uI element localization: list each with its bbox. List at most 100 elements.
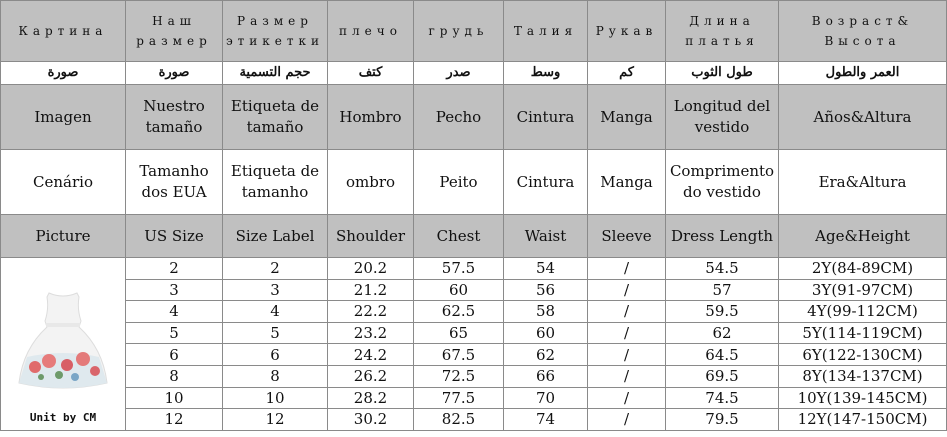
table-cell: 20.2 (327, 257, 414, 280)
table-cell: / (587, 257, 666, 280)
header-cell: صورة (0, 61, 126, 85)
table-cell: 6 (222, 343, 328, 366)
table-cell: / (587, 364, 666, 388)
header-cell: Chest (413, 214, 504, 258)
table-cell: 59.5 (665, 300, 779, 323)
header-cell: Waist (503, 214, 588, 258)
table-row: 3 3 21.2 60 56/57 3Y(91-97CM) (1, 278, 947, 302)
table-cell: 22.2 (327, 300, 414, 323)
table-cell: 5 (222, 321, 328, 345)
table-cell: 6 (125, 343, 223, 366)
table-cell: 57.5 (413, 257, 504, 280)
header-row-ru: Картина Наш размер Размер этикетки плечо гру… (0, 0, 947, 62)
header-cell: Shoulder (327, 214, 414, 258)
table-cell: 28.2 (327, 386, 414, 410)
table-row: 4 4 22.2 62.5 58/59.5 4Y(99-112CM) (1, 300, 947, 323)
product-picture-cell: Unit by CM (0, 257, 126, 431)
header-cell: Age&Height (778, 214, 947, 258)
header-cell: طول الثوب (665, 61, 779, 85)
table-cell: 6Y(122-130CM) (778, 343, 947, 366)
header-cell: Hombro (327, 84, 414, 150)
table-cell: 8 (222, 364, 328, 388)
header-cell: صورة (125, 61, 223, 85)
table-cell: / (587, 343, 666, 366)
table-cell: 3 (222, 278, 328, 302)
header-cell: Size Label (222, 214, 328, 258)
header-row-ar: صورة صورة حجم التسمية كتف صدر وسط كم طول الثوب ا… (0, 61, 947, 85)
table-cell: 2 (222, 257, 328, 280)
table-cell: 62.5 (413, 300, 504, 323)
header-cell: Longitud del vestido (665, 84, 779, 150)
table-cell: 58 (503, 300, 588, 323)
header-cell: Picture (0, 214, 126, 258)
table-cell: 74 (503, 408, 588, 431)
table-cell: 54.5 (665, 257, 779, 280)
header-cell: US Size (125, 214, 223, 258)
table-cell: 21.2 (327, 278, 414, 302)
table-cell: 62 (503, 343, 588, 366)
table-cell: 54 (503, 257, 588, 280)
table-cell: 23.2 (327, 321, 414, 345)
table-cell: 65 (413, 321, 504, 345)
header-cell: Peito (413, 149, 504, 215)
table-cell: 10 (125, 386, 223, 410)
header-cell: Наш размер (125, 0, 223, 62)
header-cell: Cenário (0, 149, 126, 215)
header-cell: كتف (327, 61, 414, 85)
header-cell: Длина платья (665, 0, 779, 62)
table-cell: 74.5 (665, 386, 779, 410)
table-cell: 26.2 (327, 364, 414, 388)
table-row: 5 5 23.2 65 60/62 5Y(114-119CM) (1, 321, 947, 345)
table-cell: 30.2 (327, 408, 414, 431)
table-cell: 3 (125, 278, 223, 302)
table-cell: 8Y(134-137CM) (778, 364, 947, 388)
header-row-pt: Cenário Tamanho dos EUA Etiqueta de tamanh… (0, 149, 947, 215)
table-cell: 4Y(99-112CM) (778, 300, 947, 323)
table-cell: 70 (503, 386, 588, 410)
header-cell: صدر (413, 61, 504, 85)
header-cell: Años&Altura (778, 84, 947, 150)
table-row: 8 8 26.2 72.5 66/69.5 8Y(134-137CM) (1, 364, 947, 388)
table-cell: 67.5 (413, 343, 504, 366)
header-cell: Etiqueta de tamanho (222, 149, 328, 215)
table-cell: / (587, 300, 666, 323)
header-cell: Dress Length (665, 214, 779, 258)
table-cell: 62 (665, 321, 779, 345)
table-cell: 77.5 (413, 386, 504, 410)
table-cell: 72.5 (413, 364, 504, 388)
header-cell: Картина (0, 0, 126, 62)
table-cell: 10 (222, 386, 328, 410)
table-cell: 82.5 (413, 408, 504, 431)
header-cell: Возраст& Высота (778, 0, 947, 62)
table-cell: 66 (503, 364, 588, 388)
header-cell: Comprimento do vestido (665, 149, 779, 215)
table-cell: 64.5 (665, 343, 779, 366)
header-cell: حجم التسمية (222, 61, 328, 85)
table-cell: / (587, 408, 666, 431)
table-cell: / (587, 278, 666, 302)
header-cell: Рукав (587, 0, 666, 62)
header-cell: Талия (503, 0, 588, 62)
table-cell: 3Y(91-97CM) (778, 278, 947, 302)
header-cell: العمر والطول (778, 61, 947, 85)
header-cell: Sleeve (587, 214, 666, 258)
table-cell: 60 (413, 278, 504, 302)
dress-image (18, 292, 108, 389)
table-cell: 4 (125, 300, 223, 323)
header-cell: كم (587, 61, 666, 85)
header-cell: Manga (587, 149, 666, 215)
unit-note: Unit by CM (29, 410, 97, 424)
header-cell: Cintura (503, 149, 588, 215)
table-cell: 12 (222, 408, 328, 431)
header-cell: Manga (587, 84, 666, 150)
header-cell: Imagen (0, 84, 126, 150)
table-cell: 12 (125, 408, 223, 431)
header-cell: وسط (503, 61, 588, 85)
table-cell: 79.5 (665, 408, 779, 431)
table-cell: 24.2 (327, 343, 414, 366)
header-cell: Cintura (503, 84, 588, 150)
table-cell: 2Y(84-89CM) (778, 257, 947, 280)
table-cell: 69.5 (665, 364, 779, 388)
header-row-es: Imagen Nuestro tamaño Etiqueta de tamaño Ho… (0, 84, 947, 150)
